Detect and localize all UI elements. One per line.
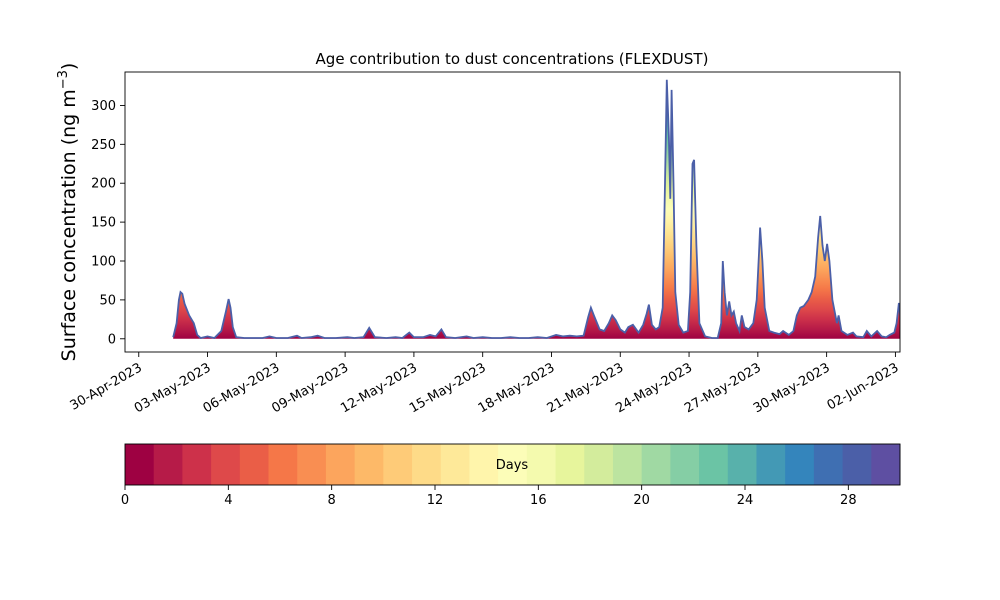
colorbar-cell [153, 444, 183, 485]
colorbar-cell [641, 444, 671, 485]
colorbar-cell [268, 444, 298, 485]
y-axis-label-main: Surface concentration (ng m [58, 89, 80, 361]
colorbar-cell [526, 444, 557, 485]
series-layer [172, 79, 900, 339]
y-axis-label-superscript: −3 [56, 70, 71, 89]
colorbar-cell [182, 444, 212, 485]
colorbar-tick-label: 8 [328, 493, 336, 508]
colorbar-cell [756, 444, 786, 485]
colorbar-cell [211, 444, 241, 485]
colorbar-cell [469, 444, 499, 485]
colorbar-tick-label: 28 [840, 493, 857, 508]
colorbar-tick-label: 12 [427, 493, 444, 508]
colorbar-tick-label: 20 [633, 493, 650, 508]
colorbar-cell [842, 444, 872, 485]
colorbar-cell [125, 444, 155, 485]
y-axis-label: Surface concentration (ng m−3) [56, 63, 80, 362]
y-tick-label: 150 [91, 216, 116, 231]
colorbar-cell [555, 444, 585, 485]
colorbar-cells [125, 444, 901, 485]
series-line [172, 79, 900, 339]
colorbar-tick-label: 16 [530, 493, 547, 508]
series-area [173, 79, 900, 339]
colorbar-frame [124, 443, 901, 486]
y-tick-label: 50 [99, 293, 116, 308]
colorbar-cell [412, 444, 442, 485]
y-tick-label: 200 [91, 177, 116, 192]
colorbar-cell [727, 444, 757, 485]
colorbar-label: Days [496, 458, 529, 473]
colorbar-cell [871, 444, 901, 485]
colorbar: Days 0 4 8 12 16 20 24 28 [121, 443, 901, 508]
colorbar-cell [297, 444, 327, 485]
colorbar-cell [498, 444, 528, 485]
colorbar-cell [440, 444, 470, 485]
colorbar-ticks: 0 4 8 12 16 20 24 28 [121, 485, 857, 508]
y-tick-label: 250 [91, 138, 116, 153]
colorbar-cell [383, 444, 413, 485]
colorbar-cell [670, 444, 700, 485]
plot-frame [124, 71, 901, 353]
colorbar-cell [813, 444, 844, 485]
colorbar-tick-label: 0 [121, 493, 129, 508]
colorbar-cell [584, 444, 614, 485]
colorbar-tick-label: 4 [224, 493, 232, 508]
colorbar-cell [354, 444, 384, 485]
colorbar-tick-label: 24 [737, 493, 754, 508]
colorbar-cell [239, 444, 270, 485]
y-tick-label: 300 [91, 99, 116, 114]
colorbar-cell [612, 444, 643, 485]
y-axis-label-close: ) [58, 63, 80, 70]
y-tick-label: 0 [108, 332, 116, 347]
colorbar-cell [785, 444, 815, 485]
y-tick-label: 100 [91, 255, 116, 270]
colorbar-cell [325, 444, 356, 485]
colorbar-cell [699, 444, 729, 485]
chart-title: Age contribution to dust concentrations … [316, 50, 709, 68]
y-axis: 0 50 100 150 200 250 300 [91, 99, 125, 347]
